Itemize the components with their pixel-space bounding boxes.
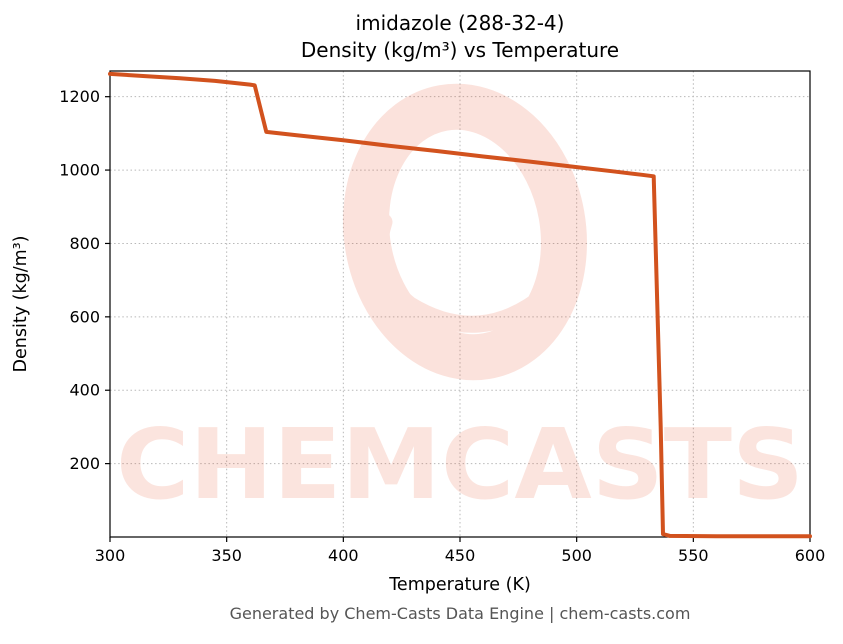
footer-credit: Generated by Chem-Casts Data Engine | ch… <box>229 604 691 623</box>
chart-title: imidazole (288-32-4) Density (kg/m³) vs … <box>110 10 810 64</box>
x-tick-label: 450 <box>445 546 476 565</box>
brand-watermark: CHEMCASTS <box>116 83 804 521</box>
x-tick-label: 400 <box>328 546 359 565</box>
y-tick-label: 600 <box>69 307 100 326</box>
axis-tick-labels: 300 350 400 450 500 550 600 200 400 600 800 1000 120… <box>59 87 825 565</box>
y-tick-label: 1200 <box>59 87 100 106</box>
x-tick-label: 300 <box>95 546 126 565</box>
x-tick-label: 350 <box>211 546 242 565</box>
y-tick-label: 1000 <box>59 161 100 180</box>
y-tick-label: 200 <box>69 454 100 473</box>
y-tick-label: 400 <box>69 381 100 400</box>
x-tick-label: 550 <box>678 546 709 565</box>
watermark-text: CHEMCASTS <box>116 408 804 521</box>
grid-lines <box>109 71 811 537</box>
y-tick-label: 800 <box>69 234 100 253</box>
brand-logo-icon <box>343 83 587 381</box>
chart-title-line2: Density (kg/m³) vs Temperature <box>300 38 620 62</box>
x-axis-label: Temperature (K) <box>388 575 531 595</box>
chart-title-line1: imidazole (288-32-4) <box>355 11 565 35</box>
density-series-line <box>108 71 812 539</box>
y-axis-label: Density (kg/m³) <box>11 236 31 373</box>
x-tick-label: 500 <box>561 546 592 565</box>
x-tick-label: 600 <box>795 546 826 565</box>
